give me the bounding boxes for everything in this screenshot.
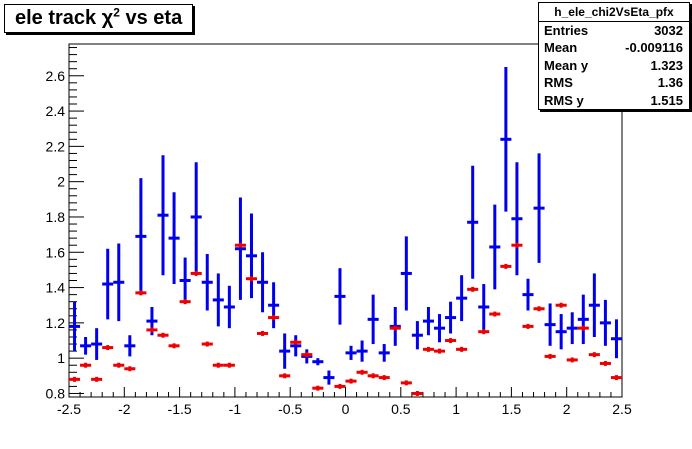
stat-value: 1.515 bbox=[650, 92, 683, 108]
x-tick-label: 0.5 bbox=[391, 401, 411, 417]
x-tick-label: 1 bbox=[452, 401, 460, 417]
stat-value: 3032 bbox=[654, 23, 683, 38]
y-tick-label: 2.6 bbox=[46, 68, 66, 84]
title-superscript: 2 bbox=[113, 5, 120, 20]
title-text-rest: vs eta bbox=[119, 7, 183, 29]
y-tick-label: 0.8 bbox=[46, 385, 66, 401]
stat-label: Mean bbox=[544, 40, 578, 56]
x-tick-label: -2.5 bbox=[57, 401, 81, 417]
stat-row-rms: RMS 1.36 bbox=[539, 74, 689, 91]
y-tick-label: 1.6 bbox=[46, 244, 66, 260]
y-tick-label: 2.4 bbox=[46, 103, 66, 119]
stat-value: 1.36 bbox=[657, 75, 683, 91]
x-tick-label: 2 bbox=[563, 401, 571, 417]
stat-label: RMS bbox=[544, 75, 573, 91]
stats-box: h_ele_chi2VsEta_pfx Entries 3032 Mean -0.0… bbox=[538, 2, 690, 110]
y-tick-label: 1 bbox=[57, 350, 65, 366]
title-text: ele track χ bbox=[15, 7, 114, 29]
x-tick-label: 2.5 bbox=[612, 401, 632, 417]
x-tick-label: -0.5 bbox=[278, 401, 302, 417]
y-tick-label: 2 bbox=[57, 174, 65, 190]
stat-row-rms-y: RMS y 1.515 bbox=[539, 92, 689, 109]
x-tick-label: 1.5 bbox=[502, 401, 522, 417]
axes-group: -2.5 -2 -1.5 -1 -0.5 0 0.5 1 1.5 2 2.5 0.8 1 1.2 1.4 1.… bbox=[46, 47, 632, 417]
stat-row-entries: Entries 3032 bbox=[539, 22, 689, 39]
stat-value: 1.323 bbox=[650, 57, 683, 73]
plot-frame bbox=[68, 43, 623, 398]
y-tick-label: 1.4 bbox=[46, 280, 66, 296]
x-tick-label: -1.5 bbox=[168, 401, 192, 417]
x-tick-label: -1 bbox=[229, 401, 242, 417]
x-tick-label: 0 bbox=[342, 401, 350, 417]
x-tick-label: -2 bbox=[118, 401, 131, 417]
stats-histogram-name: h_ele_chi2VsEta_pfx bbox=[539, 3, 689, 22]
y-tick-label: 2.2 bbox=[46, 138, 66, 154]
stat-value: -0.009116 bbox=[625, 40, 683, 56]
stat-label: Mean y bbox=[544, 57, 589, 73]
stat-row-mean: Mean -0.009116 bbox=[539, 39, 689, 56]
chart-title: ele track χ2 vs eta bbox=[4, 4, 194, 33]
marks-group bbox=[69, 66, 622, 396]
y-tick-label: 1.2 bbox=[46, 315, 66, 331]
stat-label: RMS y bbox=[544, 92, 584, 108]
stat-label: Entries bbox=[544, 23, 589, 38]
stat-row-mean-y: Mean y 1.323 bbox=[539, 57, 689, 74]
y-tick-label: 1.8 bbox=[46, 209, 66, 225]
